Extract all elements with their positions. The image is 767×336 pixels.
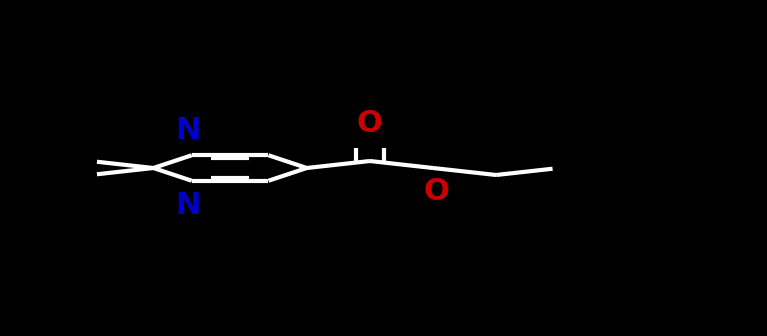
Text: N: N <box>175 116 201 144</box>
Text: O: O <box>424 177 449 206</box>
Text: O: O <box>357 109 383 138</box>
Text: N: N <box>175 192 201 220</box>
